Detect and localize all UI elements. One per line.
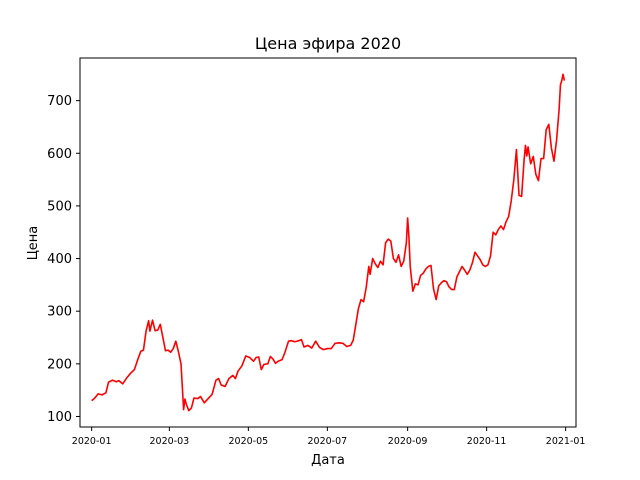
x-tick-label: 2021-01 bbox=[546, 436, 586, 447]
x-tick-label: 2020-01 bbox=[72, 436, 112, 447]
x-tick-label: 2020-03 bbox=[150, 436, 190, 447]
x-axis-ticks: 2020-01 2020-03 2020-05 2020-07 2020-09 2020-… bbox=[72, 427, 586, 447]
y-tick-label: 400 bbox=[47, 252, 72, 267]
series-line bbox=[91, 73, 566, 412]
x-tick-label: 2020-09 bbox=[388, 436, 428, 447]
y-tick-label: 100 bbox=[47, 410, 72, 425]
x-tick-label: 2020-05 bbox=[229, 436, 269, 447]
y-axis-ticks: 100 200 300 400 500 600 700 bbox=[47, 94, 80, 425]
y-tick-label: 700 bbox=[47, 94, 72, 109]
x-tick-label: 2020-11 bbox=[467, 436, 507, 447]
y-tick-label: 600 bbox=[47, 147, 72, 162]
chart-title: Цена эфира 2020 bbox=[255, 34, 401, 53]
y-axis-label: Цена bbox=[26, 226, 41, 261]
x-tick-label: 2020-07 bbox=[308, 436, 348, 447]
plot-frame bbox=[79, 57, 577, 428]
plot-area bbox=[91, 73, 566, 412]
y-tick-label: 300 bbox=[47, 305, 72, 320]
y-tick-label: 200 bbox=[47, 357, 72, 372]
y-tick-label: 500 bbox=[47, 199, 72, 214]
x-axis-label: Дата bbox=[311, 453, 345, 468]
